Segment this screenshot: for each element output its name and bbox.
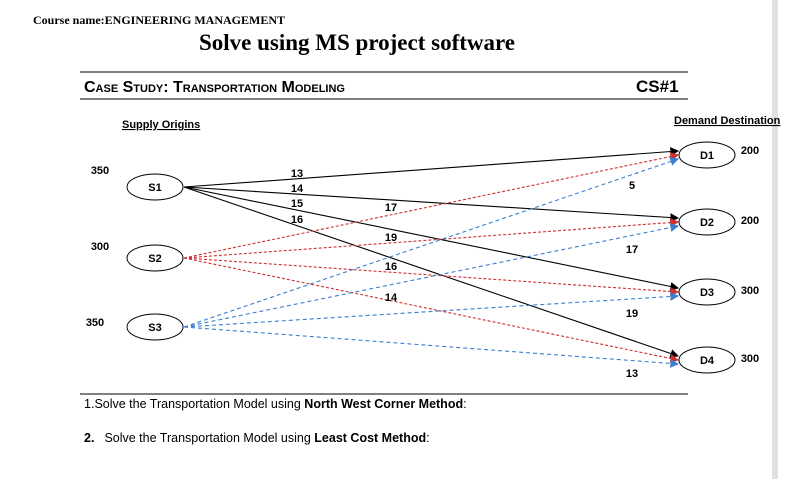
- demand-value: 200: [741, 145, 759, 157]
- cost-label: 16: [291, 214, 303, 226]
- destination-label: D4: [700, 355, 715, 367]
- cost-label: 14: [385, 292, 398, 304]
- route-arrow: [183, 326, 680, 368]
- demand-value: 200: [741, 215, 759, 227]
- route-arrow: [183, 218, 680, 259]
- source-node: [126, 244, 184, 272]
- route-arrow: [183, 152, 680, 259]
- question-number: 1.: [84, 397, 94, 411]
- route-arrow: [183, 292, 680, 328]
- question-bold: Least Cost Method: [314, 431, 426, 445]
- supply-value: 300: [91, 241, 109, 253]
- route-arrow: [183, 223, 680, 328]
- route-arrow: [183, 186, 680, 358]
- course-name: Course name:ENGINEERING MANAGEMENT: [33, 13, 285, 27]
- destination-node: [678, 278, 736, 306]
- cost-label: 19: [385, 232, 397, 244]
- cost-label: 19: [626, 308, 638, 320]
- source-label: S1: [148, 182, 161, 194]
- cost-label: 16: [385, 261, 397, 273]
- route-arrow: [183, 186, 680, 222]
- route-arrow: [183, 157, 680, 328]
- route-arrow: [183, 147, 680, 188]
- question: 2. Solve the Transportation Model using L…: [84, 431, 430, 445]
- source-node: [126, 173, 184, 201]
- question-end: :: [426, 431, 429, 445]
- question: 1.Solve the Transportation Model using N…: [84, 397, 467, 411]
- question-text: Solve the Transportation Model using: [104, 431, 314, 445]
- destination-label: D3: [700, 287, 714, 299]
- source-label: S3: [148, 322, 161, 334]
- cost-label: 17: [626, 244, 638, 256]
- source-node: [126, 313, 184, 341]
- question-text: Solve the Transportation Model using: [94, 397, 304, 411]
- demand-value: 300: [741, 353, 759, 365]
- destination-node: [678, 141, 736, 169]
- case-study-title: Case Study: Transportation Modeling: [84, 79, 345, 96]
- route-arrow: [183, 257, 680, 363]
- question-bold: North West Corner Method: [304, 397, 463, 411]
- supply-value: 350: [86, 317, 104, 329]
- supply-label: Supply Origins: [122, 119, 200, 131]
- destination-label: D1: [700, 150, 714, 162]
- page-title: Solve using MS project software: [199, 30, 515, 55]
- case-code: CS#1: [636, 77, 679, 96]
- route-arrow: [183, 186, 680, 291]
- source-label: S2: [148, 253, 161, 265]
- cost-label: 13: [291, 168, 303, 180]
- question-number: 2.: [84, 431, 94, 445]
- cost-label: 17: [385, 202, 397, 214]
- cost-label: 5: [629, 180, 635, 192]
- demand-value: 300: [741, 285, 759, 297]
- network: S1 350 S2 300 S3 350 D1 200 D2 200 D3 300 D4 300 13 14 1…: [86, 141, 759, 380]
- scrollbar: [772, 0, 778, 479]
- route-arrow: [183, 257, 680, 296]
- destination-node: [678, 208, 736, 236]
- question-end: :: [463, 397, 466, 411]
- cost-label: 15: [291, 198, 303, 210]
- destination-label: D2: [700, 217, 714, 229]
- questions: 1.Solve the Transportation Model using N…: [84, 397, 467, 445]
- destination-node: [678, 346, 736, 374]
- cost-label: 14: [291, 183, 304, 195]
- supply-value: 350: [91, 165, 109, 177]
- demand-label: Demand Destination: [674, 115, 781, 127]
- cost-label: 13: [626, 368, 638, 380]
